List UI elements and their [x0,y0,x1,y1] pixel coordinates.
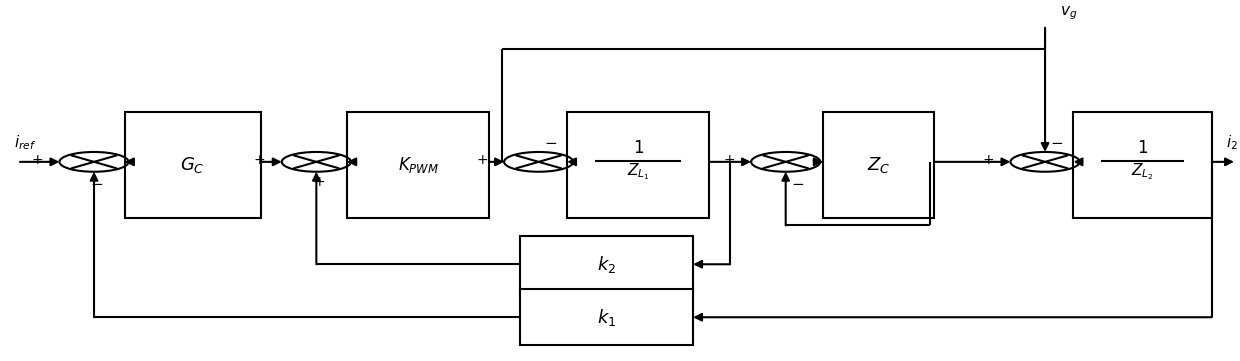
FancyBboxPatch shape [520,236,693,292]
Text: +: + [982,153,994,167]
Text: +: + [476,153,487,167]
Text: $1$: $1$ [632,140,644,157]
Text: $K_{PWM}$: $K_{PWM}$ [398,155,439,175]
FancyBboxPatch shape [567,112,709,218]
Text: $-$: $-$ [791,175,804,190]
Text: $k_2$: $k_2$ [596,254,616,275]
Text: $Z_{L_1}$: $Z_{L_1}$ [626,162,650,182]
FancyBboxPatch shape [822,112,934,218]
Text: $Z_{L_2}$: $Z_{L_2}$ [1131,162,1154,182]
FancyBboxPatch shape [520,289,693,345]
Text: $-$: $-$ [543,134,557,149]
FancyBboxPatch shape [125,112,260,218]
FancyBboxPatch shape [1074,112,1211,218]
Text: $G_C$: $G_C$ [181,155,205,175]
Text: $i_2$: $i_2$ [1225,133,1238,152]
Text: +: + [723,153,734,167]
Text: +: + [31,153,43,167]
Text: $-$: $-$ [91,175,103,190]
Text: $1$: $1$ [1137,140,1148,157]
Text: +: + [254,153,265,167]
Text: $v_g$: $v_g$ [1060,5,1078,22]
Text: +: + [312,175,325,189]
Text: $k_1$: $k_1$ [596,307,616,328]
Text: $i_{ref}$: $i_{ref}$ [14,133,36,152]
FancyBboxPatch shape [347,112,490,218]
Text: $Z_C$: $Z_C$ [867,155,890,175]
Text: $-$: $-$ [1050,134,1063,149]
